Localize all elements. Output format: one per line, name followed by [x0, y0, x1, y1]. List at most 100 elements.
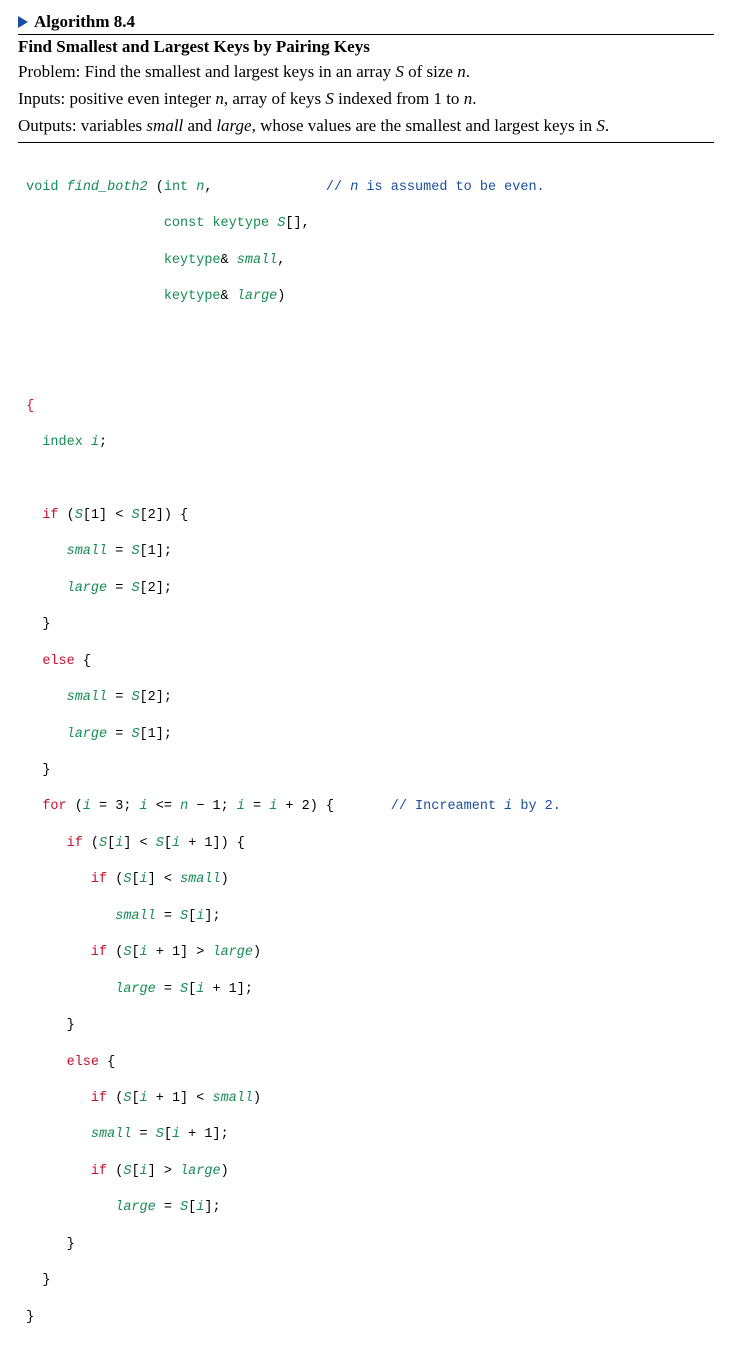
- text: = 3;: [91, 799, 140, 814]
- text: (: [107, 1091, 123, 1106]
- text: indexed from 1 to: [334, 89, 464, 108]
- kw-keytype: keytype: [164, 253, 221, 268]
- text: [: [188, 909, 196, 924]
- var-i: i: [140, 872, 148, 887]
- text: + 1]: [148, 1091, 189, 1106]
- kw-if: if: [91, 872, 107, 887]
- text: <: [107, 508, 131, 523]
- text: .: [605, 116, 609, 135]
- rule-bottom: [18, 142, 714, 143]
- outputs-line: Outputs: variables small and large, whos…: [18, 115, 714, 138]
- var-i: i: [140, 1164, 148, 1179]
- var-i: i: [83, 799, 91, 814]
- text: ): [253, 945, 261, 960]
- var-S: S: [180, 909, 188, 924]
- var-i: i: [172, 836, 180, 851]
- var-n: n: [180, 799, 188, 814]
- text: [: [131, 945, 139, 960]
- var-S: S: [75, 508, 83, 523]
- problem-line: Problem: Find the smallest and largest k…: [18, 61, 714, 84]
- code-line-index: index i;: [18, 434, 714, 452]
- text: ]: [148, 872, 156, 887]
- var-i: i: [196, 982, 204, 997]
- var-S: S: [131, 690, 139, 705]
- text: (: [148, 180, 164, 195]
- text: ,: [204, 180, 212, 195]
- brace: }: [26, 1310, 34, 1325]
- text: [: [131, 1091, 139, 1106]
- code-line-rb2: }: [18, 762, 714, 780]
- sc: ;: [99, 435, 107, 450]
- text: <: [188, 1091, 212, 1106]
- var-n: n: [464, 89, 473, 108]
- kw-if: if: [91, 1164, 107, 1179]
- text: and: [183, 116, 216, 135]
- brace: {: [26, 399, 34, 414]
- var-S: S: [131, 508, 139, 523]
- text: (: [67, 799, 83, 814]
- text: of size: [404, 62, 457, 81]
- var-i: i: [115, 836, 123, 851]
- var-S: S: [131, 581, 139, 596]
- var-i: i: [196, 1200, 204, 1215]
- var-large: large: [115, 1200, 156, 1215]
- eq: =: [107, 690, 131, 705]
- text: >: [188, 945, 212, 960]
- algorithm-description: Problem: Find the smallest and largest k…: [18, 61, 714, 138]
- algorithm-header: Algorithm 8.4: [18, 12, 714, 32]
- text: [: [188, 1200, 196, 1215]
- var-small: small: [67, 690, 108, 705]
- brace: }: [42, 617, 50, 632]
- indent: [18, 216, 164, 231]
- var-S: S: [156, 1127, 164, 1142]
- text: (: [107, 1164, 123, 1179]
- var-i: i: [140, 945, 148, 960]
- var-S: S: [131, 727, 139, 742]
- kw-keytype: keytype: [164, 289, 221, 304]
- eq: =: [107, 581, 131, 596]
- var-large: large: [216, 116, 251, 135]
- text: [: [131, 872, 139, 887]
- text: ,: [302, 216, 310, 231]
- text: .: [472, 89, 476, 108]
- text: [: [164, 836, 172, 851]
- text: ): [221, 872, 229, 887]
- code-line-rb4: }: [18, 1236, 714, 1254]
- var-S: S: [180, 1200, 188, 1215]
- eq: =: [107, 727, 131, 742]
- text: (: [59, 508, 75, 523]
- code-line-if4: if (S[i + 1] > large): [18, 944, 714, 962]
- text: =: [245, 799, 269, 814]
- code-line-a2: large = S[2];: [18, 580, 714, 598]
- var-n: n: [215, 89, 224, 108]
- var-S: S: [156, 836, 164, 851]
- kw-if: if: [91, 945, 107, 960]
- kw-if: if: [91, 1091, 107, 1106]
- code-line-sig: void find_both2 (int n, // n is assumed …: [18, 179, 714, 197]
- text: [1]: [83, 508, 107, 523]
- var-large: large: [212, 945, 253, 960]
- inputs-line: Inputs: positive even integer n, array o…: [18, 88, 714, 111]
- text: <: [156, 872, 180, 887]
- kw-else: else: [42, 654, 74, 669]
- text: [: [131, 1164, 139, 1179]
- var-i: i: [140, 1091, 148, 1106]
- code-line-rb3: }: [18, 1017, 714, 1035]
- text: Inputs: positive even integer: [18, 89, 215, 108]
- text: [1];: [140, 727, 172, 742]
- text: ): [277, 289, 285, 304]
- text: , whose values are the smallest and larg…: [252, 116, 597, 135]
- text: [: [107, 836, 115, 851]
- code-line-if5: if (S[i + 1] < small): [18, 1090, 714, 1108]
- var-S: S: [395, 62, 404, 81]
- blank: [18, 471, 714, 489]
- indent: [18, 289, 164, 304]
- fn-name: find_both2: [67, 180, 148, 195]
- text: + 1]) {: [180, 836, 245, 851]
- var-S: S: [325, 89, 334, 108]
- text: ]: [148, 1164, 156, 1179]
- text: , array of keys: [224, 89, 326, 108]
- text: + 1];: [180, 1127, 229, 1142]
- text: [: [188, 982, 196, 997]
- var-i: i: [269, 799, 277, 814]
